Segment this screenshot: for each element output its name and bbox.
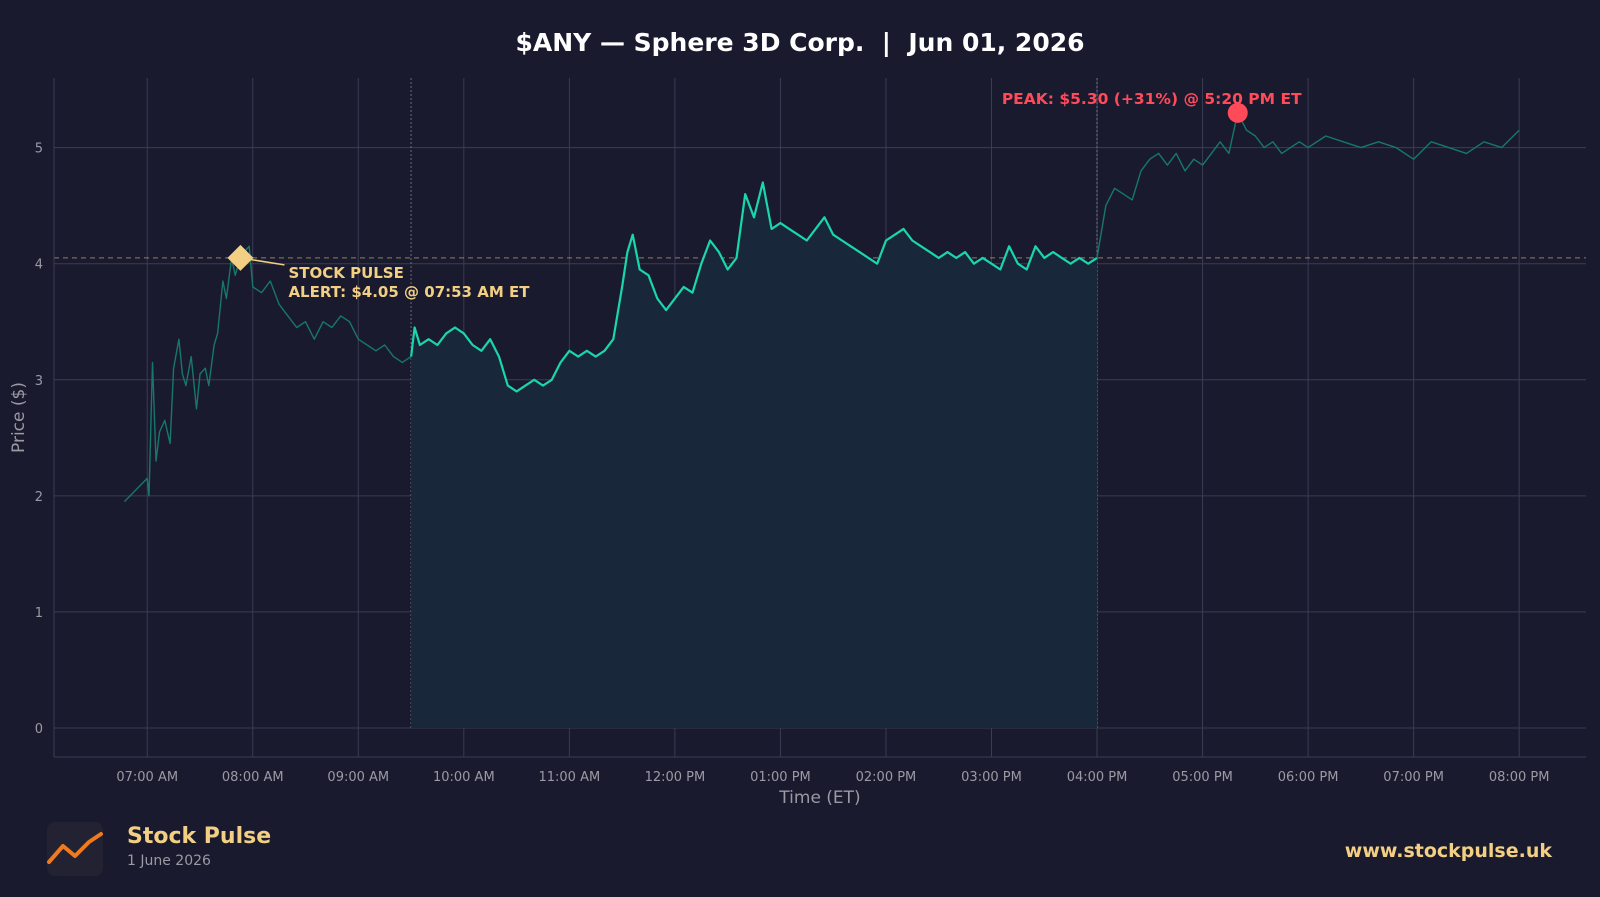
axis-layer: 0 1 2 3 4 5 07:00 AM 08:00 AM 09:00 AM 10:00 AM 11… [9, 78, 1586, 808]
y-tick-label: 4 [35, 258, 43, 273]
y-tick-label: 3 [35, 374, 43, 389]
x-tick-label: 03:00 PM [961, 770, 1022, 785]
x-tick-label: 11:00 AM [538, 770, 600, 785]
x-tick-label: 12:00 PM [645, 770, 706, 785]
x-tick-label: 08:00 AM [222, 770, 284, 785]
brand-name: Stock Pulse [127, 824, 272, 849]
brand-date: 1 June 2026 [127, 853, 211, 869]
y-tick-label: 5 [35, 142, 43, 157]
trend-line-icon [47, 822, 103, 876]
x-tick-label: 10:00 AM [433, 770, 495, 785]
session-area-fill [411, 182, 1098, 728]
line-layer [123, 112, 1520, 503]
chart-title: $ANY — Sphere 3D Corp. | Jun 01, 2026 [515, 28, 1085, 57]
website-link[interactable]: www.stockpulse.uk [1344, 840, 1552, 862]
peak-label: PEAK: $5.30 (+31%) @ 5:20 PM ET [1002, 90, 1302, 108]
y-axis-label: Price ($) [9, 382, 29, 453]
x-axis-label: Time (ET) [778, 788, 860, 808]
x-tick-label: 05:00 PM [1172, 770, 1233, 785]
x-tick-label: 08:00 PM [1489, 770, 1550, 785]
x-tick-label: 07:00 PM [1383, 770, 1444, 785]
footer: Stock Pulse 1 June 2026 www.stockpulse.u… [0, 810, 1600, 897]
session-fill-layer [411, 182, 1098, 728]
x-tick-label: 02:00 PM [856, 770, 917, 785]
peak-marker [1227, 102, 1248, 123]
x-tick-label: 01:00 PM [750, 770, 811, 785]
y-tick-label: 1 [35, 606, 43, 621]
y-tick-label: 0 [35, 722, 43, 737]
y-tick-label: 2 [35, 490, 43, 505]
price-chart: 0 1 2 3 4 5 07:00 AM 08:00 AM 09:00 AM 10:00 AM 11… [9, 78, 1586, 808]
x-tick-label: 04:00 PM [1067, 770, 1128, 785]
alert-label-line1: STOCK PULSE [288, 264, 403, 282]
series-line-pre-market [123, 245, 412, 503]
alert-label-line2: ALERT: $4.05 @ 07:53 AM ET [288, 283, 530, 301]
series-line-regular-session [410, 181, 1098, 393]
x-tick-label: 06:00 PM [1278, 770, 1339, 785]
series-line-after-hours [1096, 112, 1520, 259]
alert-diamond-marker [227, 244, 254, 271]
x-tick-label: 07:00 AM [116, 770, 178, 785]
x-tick-label: 09:00 AM [327, 770, 389, 785]
